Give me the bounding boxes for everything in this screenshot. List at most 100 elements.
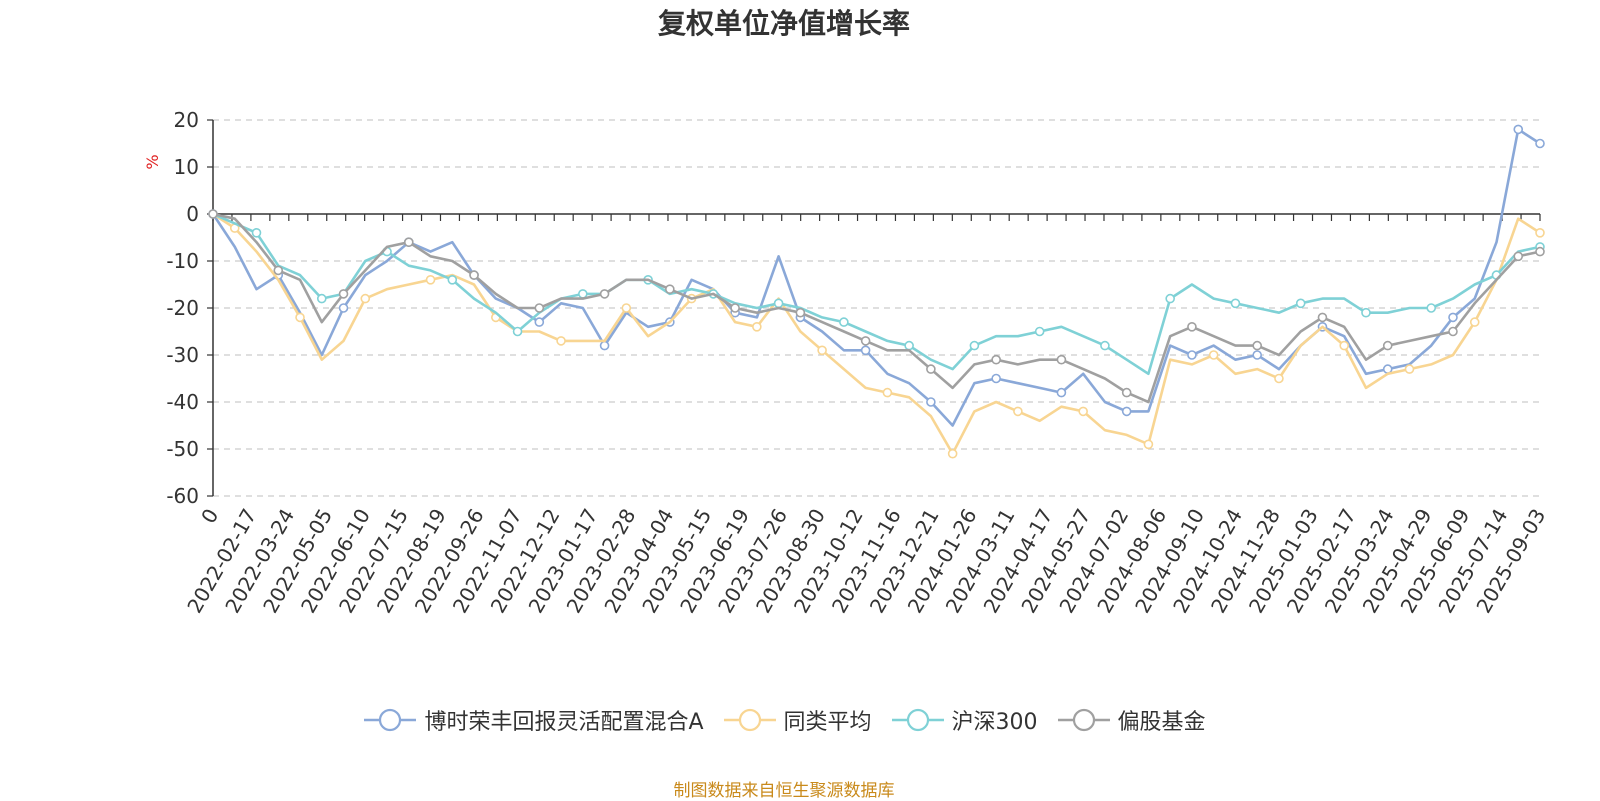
data-point [1382, 340, 1393, 351]
data-point [752, 321, 762, 332]
data-point [1535, 228, 1545, 238]
y-tick-label: -30 [166, 343, 199, 367]
data-point [926, 397, 936, 407]
data-point [1121, 406, 1132, 417]
axes [207, 119, 1541, 497]
y-axis-label: % [143, 154, 162, 169]
data-point [947, 448, 958, 459]
series-lines [208, 124, 1545, 459]
data-point [1361, 307, 1371, 318]
data-point [1295, 298, 1306, 309]
legend-item[interactable]: 同类平均 [722, 704, 872, 736]
y-tick-label: -60 [166, 484, 199, 508]
tick-labels: 20100-10-20-30-40-50-60%02022-02-172022-… [143, 108, 1550, 617]
data-point [1339, 340, 1350, 351]
y-tick-label: -40 [166, 390, 199, 414]
legend-marker-icon [1057, 708, 1110, 732]
data-point [599, 340, 610, 351]
data-point [1208, 350, 1219, 360]
data-point [1056, 354, 1067, 365]
data-point [425, 274, 436, 285]
data-point [969, 340, 980, 351]
data-point [273, 265, 284, 276]
data-point [795, 307, 806, 318]
data-point [469, 270, 479, 280]
data-point [817, 345, 827, 356]
legend-item[interactable]: 偏股基金 [1056, 704, 1206, 736]
data-point [1013, 406, 1023, 417]
data-point [1252, 340, 1262, 351]
data-point [1513, 251, 1524, 262]
legend-item[interactable]: 沪深300 [890, 704, 1038, 736]
data-point [1056, 387, 1067, 398]
y-tick-label: -50 [166, 437, 199, 461]
data-point [1034, 326, 1045, 337]
data-point [1252, 350, 1262, 360]
data-point [534, 317, 545, 327]
y-tick-label: -20 [166, 296, 199, 320]
data-point [1448, 312, 1458, 323]
data-point [860, 345, 871, 356]
data-point [1535, 138, 1545, 149]
data-point [316, 293, 327, 304]
data-point [1469, 317, 1480, 327]
legend-label: 博时荣丰回报灵活配置混合A [424, 710, 704, 735]
data-point [839, 317, 849, 327]
data-point [1187, 321, 1197, 332]
data-point [295, 312, 305, 323]
y-tick-label: 10 [174, 155, 199, 179]
data-point [1187, 350, 1197, 360]
data-point [1274, 373, 1284, 384]
legend-marker-icon [723, 708, 776, 732]
series-line [211, 128, 1541, 427]
legend-marker-icon [891, 708, 944, 732]
data-point [665, 284, 675, 295]
data-point [512, 326, 523, 337]
data-point [1143, 439, 1154, 450]
data-point [1121, 387, 1132, 398]
data-point [447, 274, 458, 285]
legend-label: 同类平均 [783, 710, 872, 735]
data-point [904, 340, 914, 351]
data-point [534, 303, 545, 313]
data-point [991, 373, 1001, 384]
data-point [621, 303, 632, 313]
data-point [251, 228, 262, 238]
data-point [773, 298, 784, 309]
data-point [1165, 293, 1175, 304]
legend-label: 沪深300 [951, 710, 1038, 735]
data-point [991, 354, 1001, 365]
data-point [1404, 364, 1415, 374]
data-point [403, 237, 414, 247]
chart-title: 复权单位净值增长率 [657, 7, 910, 40]
data-point [1078, 406, 1088, 417]
data-point [338, 303, 349, 313]
y-tick-label: 0 [186, 202, 199, 226]
data-point [1448, 326, 1458, 337]
data-point [882, 387, 893, 398]
legend-marker-icon [364, 708, 417, 732]
y-tick-label: 20 [174, 108, 199, 132]
legend: 博时荣丰回报灵活配置混合A 同类平均 沪深300 偏股基金 [0, 704, 1568, 736]
data-point [1317, 312, 1328, 323]
y-tick-label: -10 [166, 249, 199, 273]
data-point [1100, 340, 1110, 351]
legend-item[interactable]: 博时荣丰回报灵活配置混合A [362, 704, 704, 736]
data-point [556, 336, 566, 346]
x-tick-label: 0 [196, 505, 223, 528]
data-point [1230, 298, 1241, 309]
data-point [360, 293, 371, 304]
data-point [338, 289, 349, 299]
legend-label: 偏股基金 [1117, 710, 1206, 735]
data-point [599, 289, 610, 299]
data-point [730, 303, 740, 313]
data-point [1535, 246, 1545, 257]
data-point [926, 364, 936, 374]
series-line [212, 212, 1541, 376]
data-point [860, 336, 871, 346]
source-note: 制图数据来自恒生聚源数据库 [673, 781, 895, 801]
data-point [1426, 303, 1437, 313]
data-point [208, 209, 218, 219]
data-point [1513, 124, 1524, 135]
line-chart: 20100-10-20-30-40-50-60%02022-02-172022-… [143, 108, 1550, 617]
